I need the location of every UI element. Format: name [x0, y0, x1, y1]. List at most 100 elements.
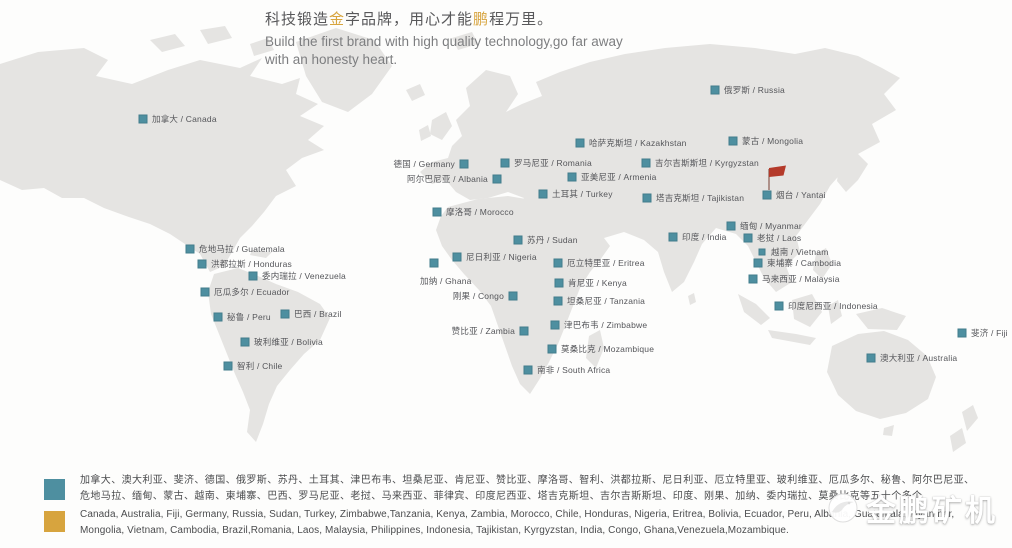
marker-square	[248, 271, 258, 281]
page-title-cn: 科技锻造金字品牌，用心才能鹏程万里。	[265, 10, 623, 30]
marker-square	[550, 320, 560, 330]
marker-label: 蒙古 / Mongolia	[742, 136, 804, 146]
marker-square	[200, 287, 210, 297]
marker-label: 加纳 / Ghana	[420, 276, 472, 286]
marker-label: 智利 / Chile	[237, 361, 283, 371]
marker-label: 阿尔巴尼亚 / Albania	[407, 174, 488, 184]
legend-cn-line1: 加拿大、澳大利亚、斐济、德国、俄罗斯、苏丹、土耳其、津巴布韦、坦桑尼亚、肯尼亚、…	[80, 475, 975, 486]
marker-square	[452, 252, 462, 262]
marker-label: 马来西亚 / Malaysia	[762, 274, 840, 284]
title-text: 字品牌，用心才能	[345, 11, 474, 28]
title-text: 程万里。	[489, 11, 554, 28]
legend-countries-cn: 加拿大、澳大利亚、斐济、德国、俄罗斯、苏丹、土耳其、津巴布韦、坦桑尼亚、肯尼亚、…	[80, 473, 974, 504]
marker-label: 德国 / Germany	[393, 159, 455, 169]
marker-square	[641, 158, 651, 168]
marker-label: 土耳其 / Turkey	[552, 189, 613, 199]
marker-square	[240, 337, 250, 347]
marker-square	[429, 258, 439, 268]
marker-square	[554, 278, 564, 288]
marker-square	[753, 258, 763, 268]
marker-square	[519, 326, 529, 336]
marker-label: 玻利维亚 / Bolivia	[254, 337, 323, 347]
marker-label: 印度尼西亚 / Indonesia	[788, 301, 878, 311]
title-gold-char: 金	[329, 11, 346, 28]
marker-label: 加拿大 / Canada	[152, 114, 217, 124]
marker-square	[138, 114, 148, 124]
marker-square	[748, 274, 758, 284]
marker-square	[432, 207, 442, 217]
marker-label: 厄立特里亚 / Eritrea	[567, 258, 645, 268]
legend-en-line2: Mongolia, Vietnam, Cambodia, Brazil,Roma…	[80, 524, 789, 536]
legend-cn-line2: 危地马拉、缅甸、蒙古、越南、柬埔寨、巴西、罗马尼亚、老挝、马来西亚、菲律宾、印度…	[80, 490, 923, 502]
marker-square	[500, 158, 510, 168]
hq-flag-icon	[768, 165, 786, 190]
bird-logo-icon	[828, 493, 858, 523]
brand-logo: 金鹏矿机	[826, 486, 998, 530]
title-text: 科技锻造	[265, 11, 330, 28]
marker-label: 老挝 / Laos	[757, 233, 802, 243]
marker-square	[523, 365, 533, 375]
marker-square	[866, 353, 876, 363]
marker-label: 巴西 / Brazil	[294, 309, 342, 319]
marker-label: 罗马尼亚 / Romania	[514, 158, 592, 168]
marker-square	[668, 232, 678, 242]
brand-logo-text: 金鹏矿机	[866, 495, 998, 528]
marker-label: 厄瓜多尔 / Ecuador	[214, 287, 290, 297]
marker-square	[508, 291, 518, 301]
marker-square	[223, 361, 233, 371]
marker-square	[743, 233, 753, 243]
marker-square	[553, 258, 563, 268]
marker-label: 津巴布韦 / Zimbabwe	[564, 320, 648, 330]
marker-square	[758, 248, 766, 256]
marker-label: 刚果 / Congo	[452, 291, 504, 301]
legend-countries-en: Canada, Australia, Fiji, Germany, Russia…	[80, 507, 954, 538]
legend-swatch-teal	[44, 479, 65, 500]
marker-label: 亚美尼亚 / Armenia	[581, 172, 657, 182]
marker-square	[726, 221, 736, 231]
marker-square	[459, 159, 469, 169]
marker-label: 摩洛哥 / Morocco	[446, 207, 514, 217]
marker-label: 印度 / India	[682, 232, 727, 242]
marker-square	[575, 138, 585, 148]
marker-square	[762, 190, 772, 200]
marker-square	[513, 235, 523, 245]
legend-swatch-gold	[44, 511, 65, 532]
header: 科技锻造金字品牌，用心才能鹏程万里。 Build the first brand…	[265, 10, 623, 69]
marker-square	[728, 136, 738, 146]
marker-label: 肯尼亚 / Kenya	[568, 278, 627, 288]
marker-label: 烟台 / Yantai	[776, 190, 826, 200]
marker-label: 委内瑞拉 / Venezuela	[262, 271, 346, 281]
marker-label: 塔吉克斯坦 / Tajikistan	[656, 193, 745, 203]
marker-square	[957, 328, 967, 338]
marker-square	[492, 174, 502, 184]
marker-square	[774, 301, 784, 311]
marker-label: 哈萨克斯坦 / Kazakhstan	[589, 138, 687, 148]
marker-label: 俄罗斯 / Russia	[724, 85, 785, 95]
marker-label: 斐济 / Fiji	[971, 328, 1008, 338]
marker-square	[642, 193, 652, 203]
marker-square	[710, 85, 720, 95]
marker-label: 澳大利亚 / Australia	[880, 353, 958, 363]
marker-label: 缅甸 / Myanmar	[740, 221, 802, 231]
marker-square	[553, 296, 563, 306]
marker-square	[547, 344, 557, 354]
marker-label: 秘鲁 / Peru	[227, 312, 271, 322]
marker-square	[567, 172, 577, 182]
marker-label: 危地马拉 / Guatemala	[199, 244, 285, 254]
marker-label: 莫桑比克 / Mozambique	[561, 344, 655, 354]
page-title-en-line1: Build the first brand with high quality …	[265, 34, 623, 49]
marker-square	[197, 259, 207, 269]
marker-label: 柬埔寨 / Cambodia	[767, 258, 842, 268]
marker-label: 洪都拉斯 / Honduras	[211, 259, 292, 269]
marker-square	[280, 309, 290, 319]
marker-label: 苏丹 / Sudan	[527, 235, 578, 245]
marker-square	[538, 189, 548, 199]
marker-square	[185, 244, 195, 254]
legend-en-line1: Canada, Australia, Fiji, Germany, Russia…	[80, 509, 955, 520]
title-gold-char: 鹏	[473, 11, 490, 28]
marker-square	[213, 312, 223, 322]
page-title-en-line2: with an honesty heart.	[265, 52, 398, 67]
